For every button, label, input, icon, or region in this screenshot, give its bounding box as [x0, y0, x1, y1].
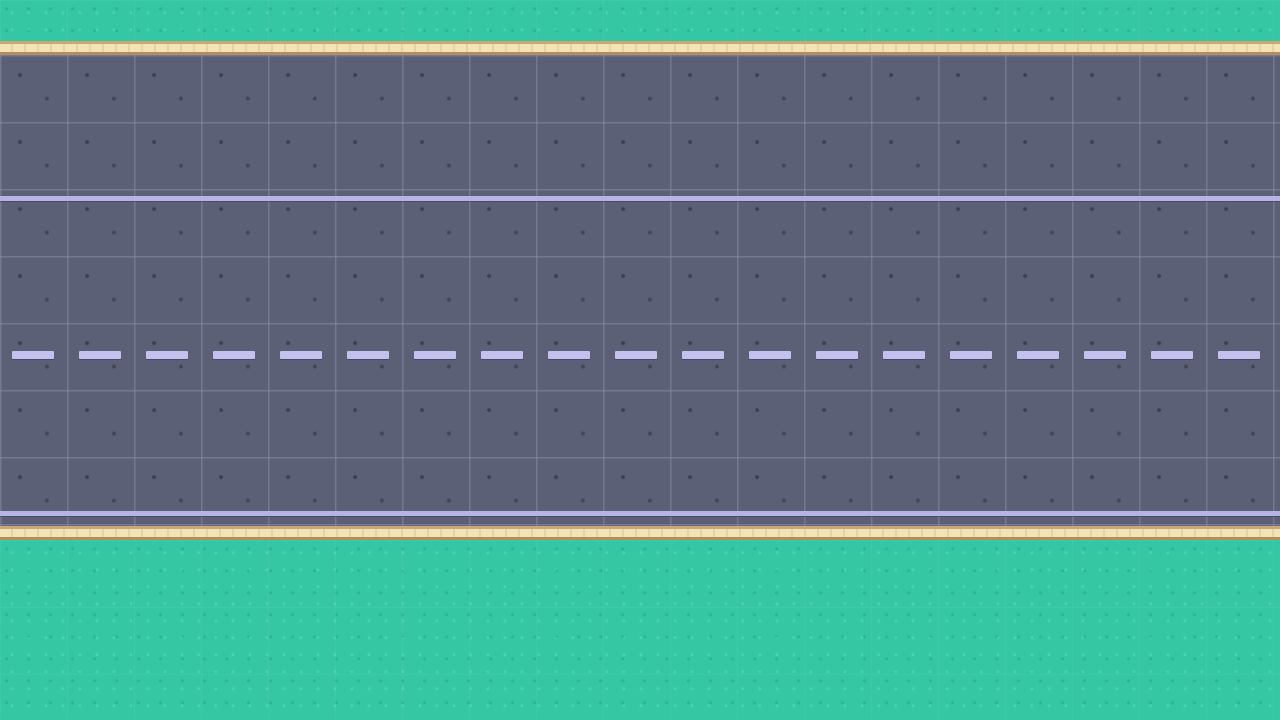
center-dash — [481, 351, 523, 359]
center-dash — [816, 351, 858, 359]
center-dash — [682, 351, 724, 359]
lane-line-solid-bottom — [0, 511, 1280, 516]
center-dash — [213, 351, 255, 359]
lane-line-solid-top — [0, 196, 1280, 201]
center-dash — [347, 351, 389, 359]
center-dashed-line — [0, 351, 1280, 360]
center-dash — [1017, 351, 1059, 359]
center-dash — [1151, 351, 1193, 359]
center-dash — [950, 351, 992, 359]
center-dash — [615, 351, 657, 359]
center-dash — [749, 351, 791, 359]
center-dash — [12, 351, 54, 359]
grass-field-bottom — [0, 540, 1280, 720]
curb-bottom — [0, 526, 1280, 540]
grass-strip-top — [0, 0, 1280, 41]
curb-top — [0, 41, 1280, 55]
road-surface — [0, 55, 1280, 526]
center-dash — [146, 351, 188, 359]
center-dash — [1218, 351, 1260, 359]
center-dash — [414, 351, 456, 359]
center-dash — [79, 351, 121, 359]
center-dash — [883, 351, 925, 359]
center-dash — [280, 351, 322, 359]
center-dash — [548, 351, 590, 359]
center-dash — [1084, 351, 1126, 359]
